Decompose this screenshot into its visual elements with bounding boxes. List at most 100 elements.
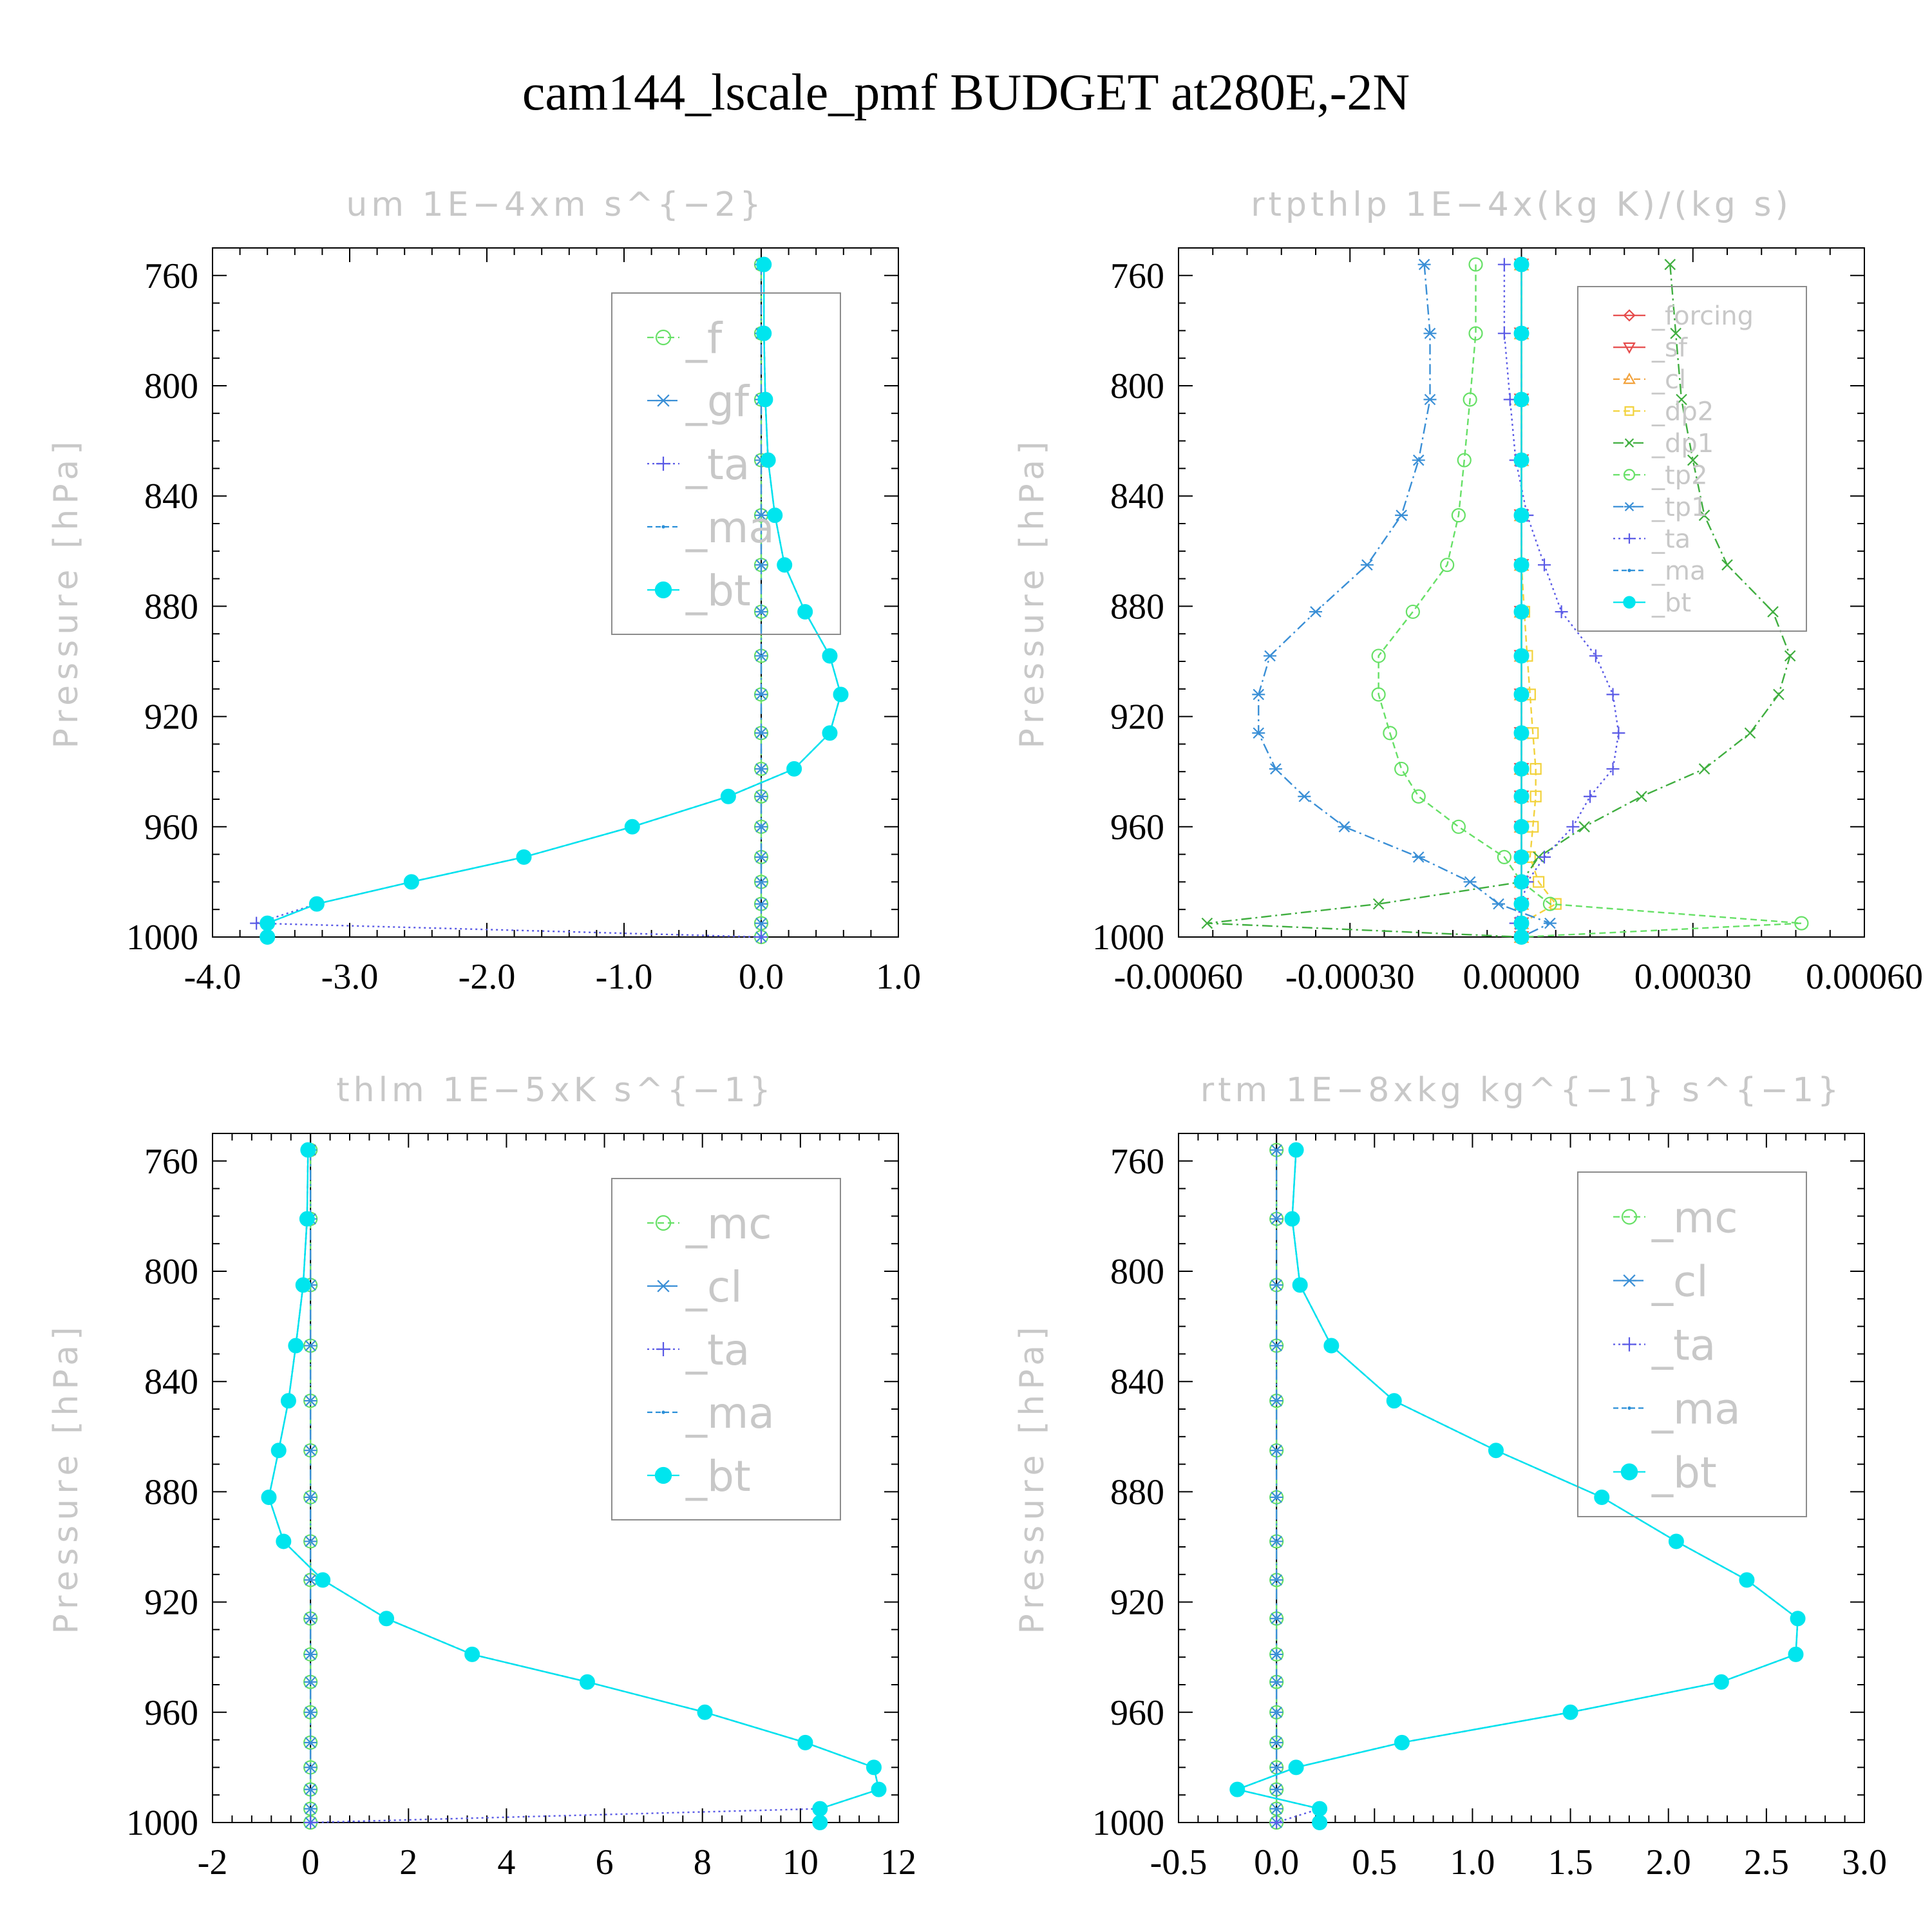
panel-title: thlm 1E−5xK s^{−1}	[336, 1071, 774, 1110]
data-point	[1412, 851, 1425, 863]
data-point	[1371, 687, 1386, 702]
data-point	[1513, 788, 1530, 804]
legend: _mc _cl _ta _ma _bt	[1577, 1171, 1807, 1517]
data-point	[300, 1142, 316, 1158]
x-tick-label: 10	[782, 1842, 819, 1882]
data-point	[1423, 327, 1437, 339]
series-dp2	[1515, 258, 1562, 943]
data-point	[755, 917, 768, 929]
data-point	[1513, 874, 1530, 890]
data-point	[1513, 557, 1530, 573]
legend-label: _tp1	[1651, 493, 1708, 522]
series-line	[1503, 264, 1620, 938]
legend-marker	[654, 1466, 672, 1484]
x-tick-label: 1.5	[1548, 1842, 1593, 1882]
legend-marker	[1623, 596, 1636, 609]
data-point	[1773, 688, 1785, 701]
legend: _mc _cl _ta _ma _bt	[611, 1178, 841, 1520]
x-tick-label: 0.00060	[1806, 957, 1923, 997]
data-point	[1270, 1340, 1283, 1352]
data-point	[1664, 258, 1676, 270]
data-point	[755, 790, 768, 802]
legend-marker	[1624, 502, 1634, 511]
data-point	[760, 452, 776, 468]
y-tick-label: 840	[144, 1362, 198, 1402]
data-point	[755, 876, 768, 888]
legend-marker	[655, 329, 672, 346]
data-point	[1284, 1211, 1300, 1227]
data-point	[1513, 849, 1530, 865]
data-point	[1270, 1144, 1283, 1156]
data-point	[1270, 1783, 1283, 1795]
chart-panel: rtpthlp 1E−4x(kg K)/(kg s) Pressure [hPa]…	[1013, 185, 1923, 997]
data-point	[1269, 763, 1282, 775]
y-axis-label: Pressure [hPa]	[1013, 437, 1052, 749]
legend-marker	[1623, 342, 1636, 354]
y-axis-label: Pressure [hPa]	[47, 437, 86, 749]
data-point	[755, 821, 768, 833]
series-line	[1378, 264, 1802, 938]
data-point	[1538, 558, 1551, 572]
series-line	[1258, 264, 1552, 938]
series-cl	[304, 1144, 317, 1828]
legend-label: _ta	[685, 440, 750, 489]
series-bt	[261, 1142, 887, 1830]
legend-marker	[1622, 1337, 1636, 1352]
data-point	[280, 1393, 296, 1409]
data-point	[308, 896, 325, 912]
data-point	[304, 1649, 317, 1660]
series-line	[1207, 264, 1791, 938]
y-tick-label: 960	[144, 808, 198, 848]
data-point	[1423, 393, 1437, 406]
data-point	[299, 1211, 315, 1227]
legend-marker	[1624, 438, 1634, 448]
legend-label: _ma	[1651, 556, 1705, 586]
data-point	[1670, 327, 1681, 339]
x-tick-label: 1.0	[876, 957, 921, 997]
panel-title: um 1E−4xm s^{−2}	[346, 185, 764, 224]
data-point	[1636, 790, 1647, 802]
data-point	[756, 256, 772, 272]
data-point	[1463, 392, 1477, 407]
x-tick-label: 0.0	[739, 957, 784, 997]
y-tick-label: 1000	[126, 918, 198, 958]
legend-box	[1577, 286, 1807, 632]
data-point	[1463, 876, 1477, 888]
data-point	[1790, 1611, 1806, 1627]
legend-marker	[655, 1215, 672, 1231]
data-point	[822, 648, 838, 664]
y-tick-label: 800	[144, 366, 198, 406]
legend-marker	[656, 1342, 670, 1356]
data-point	[1270, 1737, 1283, 1748]
legend-label: _gf	[685, 377, 750, 426]
legend-marker	[661, 1410, 665, 1414]
data-point	[1497, 327, 1511, 340]
legend-label: _ma	[685, 503, 775, 553]
data-point	[1606, 688, 1620, 701]
data-point	[1338, 821, 1351, 833]
data-point	[1513, 725, 1530, 741]
legend-label: _cl	[1651, 365, 1686, 395]
data-point	[755, 606, 768, 618]
y-tick-label: 760	[1110, 256, 1164, 296]
data-point	[755, 727, 768, 739]
data-point	[1584, 790, 1596, 803]
y-tick-label: 960	[144, 1693, 198, 1733]
data-point	[1270, 1535, 1283, 1548]
data-point	[304, 1803, 317, 1815]
y-axis-label: Pressure [hPa]	[47, 1322, 86, 1634]
data-point	[1288, 1759, 1304, 1776]
data-point	[304, 1340, 317, 1352]
data-point	[767, 507, 783, 524]
data-point	[1270, 1444, 1283, 1456]
legend-label: _ma	[1651, 1384, 1741, 1434]
y-tick-label: 960	[1110, 1693, 1164, 1733]
legend-label: _bt	[685, 566, 751, 616]
series-tp2	[1371, 257, 1809, 945]
data-point	[786, 761, 802, 777]
data-point	[1309, 606, 1322, 618]
legend-marker	[656, 1280, 670, 1293]
data-point	[1288, 1142, 1304, 1158]
series-ma	[265, 263, 843, 939]
chart-panel: rtm 1E−8xkg kg^{−1} s^{−1} Pressure [hPa]…	[1013, 1071, 1887, 1882]
